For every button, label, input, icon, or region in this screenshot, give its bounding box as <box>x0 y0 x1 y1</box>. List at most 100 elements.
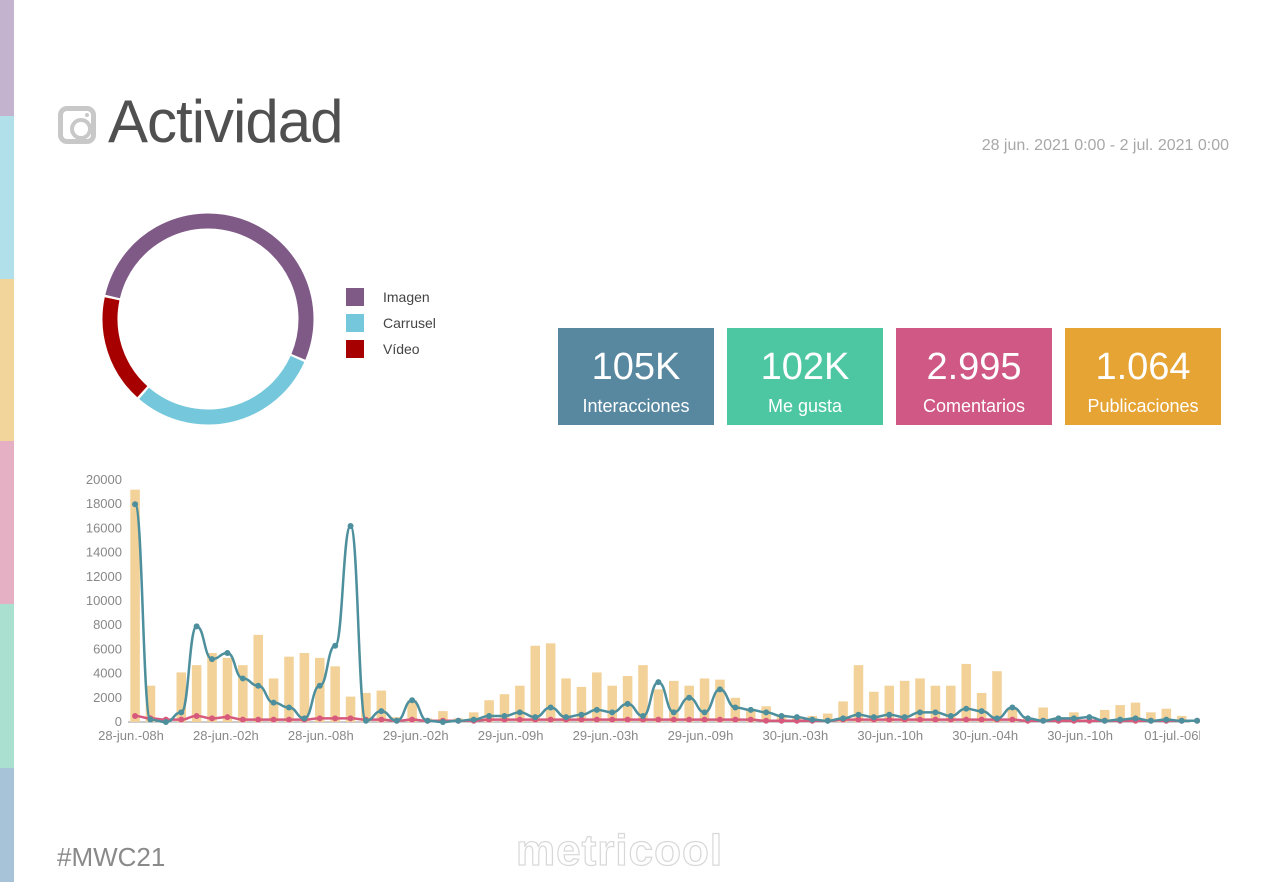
series-pink-point <box>347 715 354 722</box>
activity-bar <box>715 679 725 722</box>
page-title: Actividad <box>108 88 343 155</box>
activity-bar <box>253 634 263 722</box>
series-teal-point <box>1070 715 1077 722</box>
series-teal-point <box>855 711 862 718</box>
side-color-strip <box>0 0 14 882</box>
series-pink-point <box>686 716 693 723</box>
series-teal-point <box>132 501 139 508</box>
series-pink-point <box>547 716 554 723</box>
activity-bar <box>361 692 371 722</box>
series-teal-point <box>840 715 847 722</box>
activity-bar <box>238 665 248 722</box>
series-teal-point <box>501 712 508 719</box>
series-pink-point <box>255 716 262 723</box>
activity-bar <box>576 686 587 722</box>
y-tick-label: 14000 <box>86 545 122 560</box>
activity-bar <box>530 645 541 722</box>
series-pink-point <box>193 712 200 719</box>
y-tick-label: 0 <box>115 714 122 729</box>
series-pink-point <box>716 716 723 723</box>
activity-bar <box>930 685 941 722</box>
series-teal-point <box>963 705 970 712</box>
series-teal-point <box>439 719 446 725</box>
activity-bar <box>284 656 294 722</box>
activity-bar <box>1007 707 1018 722</box>
series-teal-point <box>639 712 646 719</box>
series-pink-point <box>209 715 216 722</box>
x-tick-label: 29-jun.-02h <box>383 728 449 743</box>
activity-bar <box>1115 705 1125 722</box>
activity-bar <box>669 680 679 722</box>
activity-bar <box>822 713 833 722</box>
series-pink-point <box>963 716 970 723</box>
activity-bar <box>545 643 556 722</box>
activity-bar <box>561 678 571 722</box>
activity-bar <box>638 665 648 722</box>
strip-segment <box>0 279 14 441</box>
activity-bar <box>376 690 387 722</box>
x-tick-label: 28-jun.-02h <box>193 728 259 743</box>
series-pink-point <box>132 712 139 719</box>
series-teal-point <box>917 709 924 716</box>
activity-bar <box>315 657 325 722</box>
series-teal-point <box>362 717 369 724</box>
activity-bar <box>622 676 633 722</box>
activity-bar <box>699 678 710 722</box>
activity-bar <box>946 685 956 722</box>
series-pink-point <box>270 716 277 723</box>
series-pink-point <box>609 716 616 723</box>
legend-label: Carrusel <box>383 315 436 331</box>
hashtag-label: #MWC21 <box>57 842 166 872</box>
activity-bar <box>207 653 217 722</box>
x-tick-label: 29-jun.-03h <box>573 728 639 743</box>
activity-bar <box>1038 707 1048 722</box>
strip-segment <box>0 0 14 116</box>
activity-bar <box>961 663 971 722</box>
activity-bar <box>222 657 233 722</box>
page-header: Actividad <box>58 86 343 158</box>
y-tick-label: 8000 <box>93 617 122 632</box>
series-pink-line <box>135 714 1198 723</box>
legend-label: Vídeo <box>383 341 420 357</box>
series-teal-point <box>455 717 462 724</box>
series-teal-point <box>178 709 185 716</box>
series-teal-point <box>147 716 154 723</box>
series-teal-point <box>655 679 662 686</box>
series-teal-point <box>793 714 800 721</box>
series-pink-point <box>655 716 662 723</box>
series-pink-point <box>239 716 246 723</box>
series-teal-point <box>224 650 231 657</box>
donut-slice <box>105 213 314 360</box>
series-teal-point <box>809 716 816 723</box>
x-tick-label: 30-jun.-10h <box>857 728 923 743</box>
series-teal-point <box>624 700 631 707</box>
activity-bar <box>1161 708 1172 722</box>
activity-bar <box>484 700 494 722</box>
series-teal-point <box>1009 704 1016 711</box>
activity-bar <box>191 665 202 722</box>
series-teal-line <box>133 502 1198 724</box>
activity-bar <box>899 680 910 722</box>
activity-bar <box>1130 702 1141 722</box>
activity-bar <box>684 685 694 722</box>
y-tick-label: 12000 <box>86 569 122 584</box>
series-pink-point <box>917 716 924 723</box>
series-teal-point <box>593 706 600 713</box>
donut-slice <box>102 297 148 398</box>
activity-bar <box>130 489 140 722</box>
y-tick-label: 20000 <box>86 472 122 487</box>
kpi-value: 105K <box>591 346 681 388</box>
y-tick-label: 18000 <box>86 496 122 511</box>
series-teal-point <box>824 717 831 724</box>
series-teal-point <box>732 704 739 711</box>
legend-swatch <box>346 340 364 358</box>
series-teal-point <box>778 712 785 719</box>
series-teal-point <box>1040 717 1047 724</box>
series-teal-point <box>1024 715 1031 722</box>
series-teal-point <box>701 709 708 716</box>
series-pink-point <box>763 717 770 724</box>
series-teal-point <box>1117 716 1124 723</box>
x-tick-label: 30-jun.-03h <box>762 728 828 743</box>
kpi-label: Publicaciones <box>1087 396 1199 416</box>
series-pink-point <box>316 715 323 722</box>
